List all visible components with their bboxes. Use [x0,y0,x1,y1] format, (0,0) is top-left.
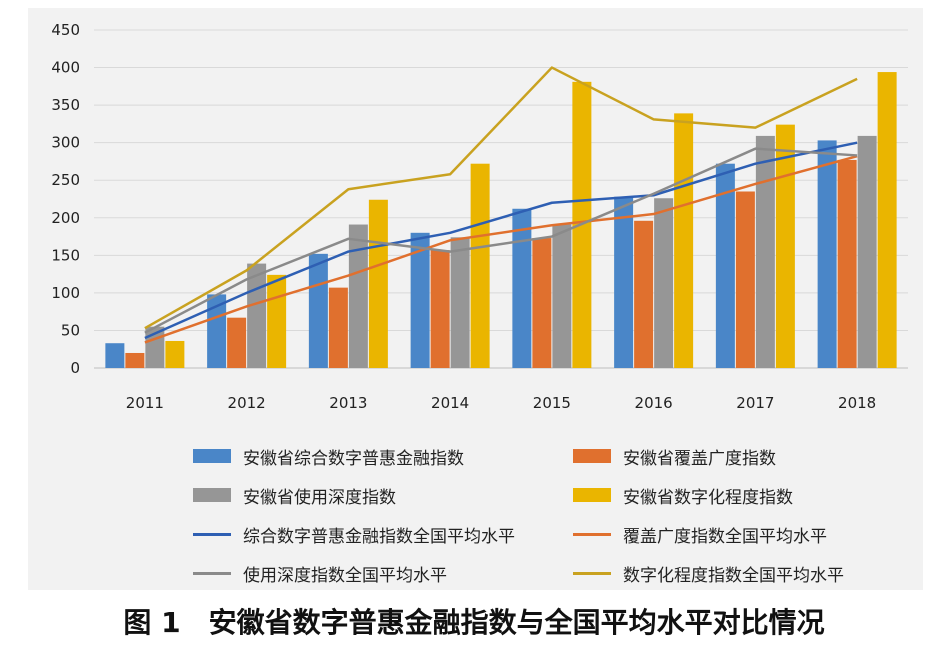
chart-plot: 0 50 100 150 200 250 300 350 400 450 2011 2012 2013 2… [51,21,908,412]
bar [857,135,877,368]
bar [715,163,735,368]
bar [674,113,694,368]
legend-swatch [573,532,611,536]
legend-item: 安徽省使用深度指数 [193,480,573,510]
bar [512,208,532,368]
y-tick-label: 200 [51,209,80,227]
legend-swatch [193,488,231,502]
bar [125,352,145,368]
y-tick-label: 300 [51,134,80,152]
bar [775,124,795,368]
series-line [144,147,858,334]
y-tick-label: 400 [51,59,80,77]
y-tick-label: 100 [51,284,80,302]
legend-swatch [573,449,611,463]
bar [755,135,775,368]
x-tick-label: 2013 [329,394,367,412]
legend-label: 安徽省使用深度指数 [243,487,396,508]
legend-label: 数字化程度指数全国平均水平 [623,565,844,586]
bar [105,343,125,368]
bar [634,220,654,368]
x-tick-label: 2018 [838,394,876,412]
figure-caption: 图 1 安徽省数字普惠金融指数与全国平均水平对比情况 [123,606,825,639]
bar [430,250,450,368]
bar [817,140,837,368]
legend-label: 使用深度指数全国平均水平 [243,565,447,586]
x-tick-label: 2016 [635,394,673,412]
bar [654,198,674,368]
bar [328,287,348,368]
x-tick-label: 2011 [126,394,164,412]
y-tick-label: 150 [51,246,80,264]
bar [207,294,227,368]
legend-swatch [193,532,231,536]
series-line [144,154,858,344]
y-tick-label: 250 [51,171,80,189]
legend-item: 使用深度指数全国平均水平 [193,558,573,588]
legend-item: 安徽省数字化程度指数 [573,480,913,510]
legend-item: 安徽省综合数字普惠金融指数 [193,441,573,471]
bar [735,191,755,368]
chart-panel: 0 50 100 150 200 250 300 350 400 450 2011 2012 2013 2… [28,8,923,590]
y-tick-label: 350 [51,96,80,114]
legend-item: 覆盖广度指数全国平均水平 [573,519,913,549]
bar [227,317,247,368]
bar [165,340,185,368]
bar [450,237,470,368]
bar [470,163,490,368]
bar [837,159,857,368]
legend-label: 安徽省数字化程度指数 [623,487,793,508]
x-tick-label: 2017 [736,394,774,412]
legend-swatch [193,571,231,575]
bar [877,72,897,368]
y-tick-label: 450 [51,21,80,39]
legend-label: 安徽省综合数字普惠金融指数 [243,448,464,469]
y-tick-label: 50 [61,321,80,339]
bar [267,274,287,368]
legend-swatch [573,571,611,575]
bar [348,224,368,368]
legend-swatch [573,488,611,502]
bar [410,232,430,368]
bar [532,238,552,368]
legend-swatch [193,449,231,463]
series-line [144,66,858,330]
legend-item: 综合数字普惠金融指数全国平均水平 [193,519,573,549]
bar [614,196,634,368]
bar [368,199,388,368]
x-tick-label: 2014 [431,394,469,412]
legend-item: 数字化程度指数全国平均水平 [573,558,913,588]
bar [552,224,572,368]
bar [308,253,328,368]
y-tick-label: 0 [70,359,80,377]
legend-label: 覆盖广度指数全国平均水平 [623,526,827,547]
legend-label: 安徽省覆盖广度指数 [623,448,776,469]
series-line [144,141,858,340]
legend-label: 综合数字普惠金融指数全国平均水平 [243,526,515,547]
legend-item: 安徽省覆盖广度指数 [573,441,913,471]
chart-legend: 安徽省综合数字普惠金融指数 安徽省覆盖广度指数 安徽省使用深度指数 安徽省数字化… [193,441,913,588]
x-tick-label: 2015 [533,394,571,412]
x-tick-label: 2012 [228,394,266,412]
